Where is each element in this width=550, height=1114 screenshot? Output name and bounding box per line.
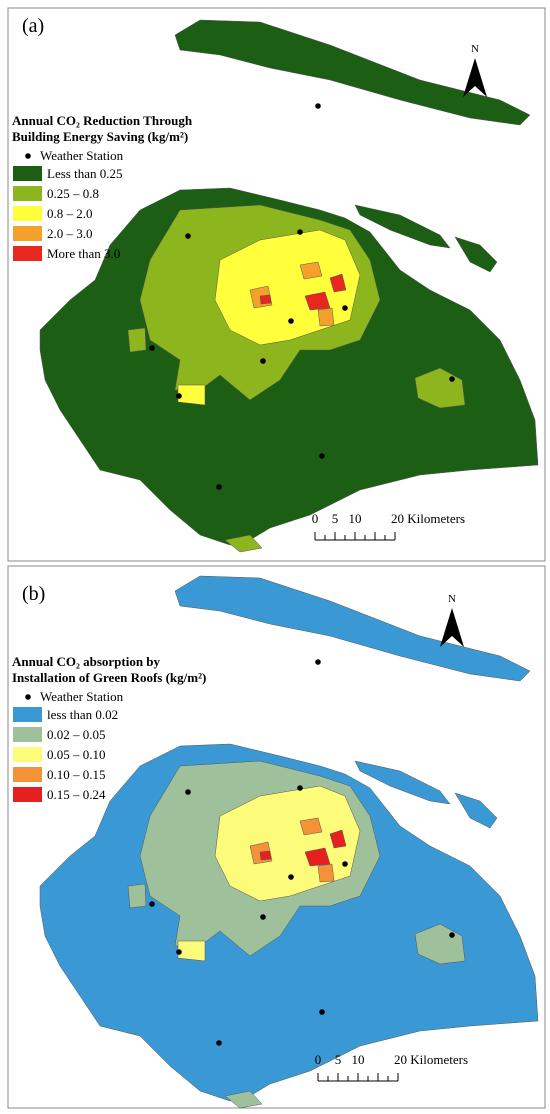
weather-station	[319, 453, 325, 459]
weather-station	[176, 393, 182, 399]
north-label: N	[448, 593, 456, 605]
scale-label: 0	[315, 1052, 322, 1067]
legend-label: More than 3.0	[47, 246, 120, 261]
north-label: N	[471, 43, 479, 55]
panel-border	[7, 7, 546, 562]
legend-title: Building Energy Saving (kg/m²)	[12, 129, 188, 144]
panel: (a) N Annual CO₂ Reduction ThroughBuilding…	[7, 7, 546, 562]
district	[299, 261, 323, 280]
district	[259, 294, 272, 305]
district	[177, 384, 206, 406]
scale-label: 5	[335, 1052, 342, 1067]
scale-label: 10	[352, 1052, 365, 1067]
legend-station-symbol	[25, 694, 31, 700]
legend-label: Weather Station	[40, 689, 124, 704]
scale-label: 5	[332, 511, 339, 526]
panel-border	[7, 565, 546, 1109]
weather-station	[342, 305, 348, 311]
north-arrow	[463, 58, 487, 97]
legend-label: 0.05 – 0.10	[47, 747, 106, 762]
legend-swatch	[13, 767, 42, 782]
district	[127, 883, 147, 909]
legend-label: 0.8 – 2.0	[47, 206, 93, 221]
legend-swatch	[13, 206, 42, 221]
weather-station	[185, 789, 191, 795]
weather-station	[449, 376, 455, 382]
legend-label: Less than 0.25	[47, 166, 122, 181]
district	[299, 817, 323, 836]
weather-station	[315, 659, 321, 665]
district	[329, 273, 347, 293]
weather-station	[315, 103, 321, 109]
weather-station	[260, 914, 266, 920]
district	[329, 829, 347, 849]
weather-station	[288, 318, 294, 324]
weather-station	[260, 358, 266, 364]
legend-title: Annual CO₂ absorption by	[12, 654, 161, 669]
district	[317, 307, 335, 327]
legend-swatch	[13, 747, 42, 762]
scale-label: 0	[312, 511, 319, 526]
legend-label: less than 0.02	[47, 707, 118, 722]
weather-station	[342, 861, 348, 867]
north-arrow	[440, 608, 464, 647]
panel-label: (a)	[22, 15, 44, 37]
legend-label: 0.10 – 0.15	[47, 767, 106, 782]
panel-label: (b)	[22, 583, 45, 605]
legend-label: Weather Station	[40, 148, 124, 163]
legend-swatch	[13, 707, 42, 722]
legend-swatch	[13, 186, 42, 201]
map	[39, 575, 539, 1109]
weather-station	[149, 901, 155, 907]
map	[39, 19, 539, 553]
legend-station-symbol	[25, 153, 31, 159]
district	[177, 940, 206, 962]
district	[304, 291, 331, 311]
scale-label: 20 Kilometers	[394, 1052, 468, 1067]
weather-station	[216, 1040, 222, 1046]
district	[174, 575, 531, 682]
weather-station	[149, 345, 155, 351]
panel: (b) N Annual CO₂ absorption byInstallation…	[7, 565, 546, 1109]
district	[259, 850, 272, 861]
weather-station	[449, 932, 455, 938]
legend-swatch	[13, 727, 42, 742]
weather-station	[176, 949, 182, 955]
weather-station	[185, 233, 191, 239]
legend-label: 2.0 – 3.0	[47, 226, 93, 241]
district	[454, 792, 498, 829]
district	[354, 760, 451, 805]
legend-title: Annual CO₂ Reduction Through	[12, 113, 193, 128]
scale-label: 20 Kilometers	[391, 511, 465, 526]
district	[224, 534, 263, 553]
legend-title: Installation of Green Roofs (kg/m²)	[12, 670, 206, 685]
district	[224, 1090, 263, 1109]
legend-swatch	[13, 226, 42, 241]
weather-station	[319, 1009, 325, 1015]
district	[304, 847, 331, 867]
legend-swatch	[13, 246, 42, 261]
district	[454, 236, 498, 273]
legend-label: 0.15 – 0.24	[47, 787, 106, 802]
weather-station	[288, 874, 294, 880]
weather-station	[216, 484, 222, 490]
scale-label: 10	[349, 511, 362, 526]
legend-swatch	[13, 787, 42, 802]
weather-station	[297, 229, 303, 235]
legend-label: 0.25 – 0.8	[47, 186, 99, 201]
weather-station	[297, 785, 303, 791]
district	[127, 327, 147, 353]
legend-swatch	[13, 166, 42, 181]
district	[354, 204, 451, 249]
district	[317, 863, 335, 883]
district	[174, 19, 531, 126]
legend-label: 0.02 – 0.05	[47, 727, 106, 742]
